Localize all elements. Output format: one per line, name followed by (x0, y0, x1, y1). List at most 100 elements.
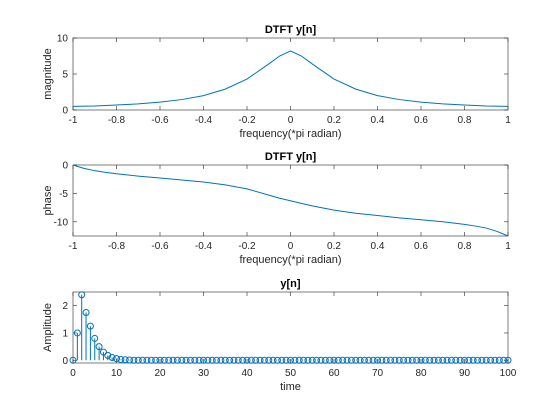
x-tick-label: 1 (505, 241, 511, 252)
x-tick-label: -0.8 (108, 241, 126, 252)
x-tick-label: -1 (69, 241, 78, 252)
x-tick-label: 0.6 (414, 241, 428, 252)
stem-marker (221, 356, 229, 364)
stem-marker (178, 356, 186, 364)
stem-marker (330, 356, 338, 364)
x-tick-label: 0.2 (327, 241, 341, 252)
y-tick-label: 0 (62, 106, 68, 117)
x-tick-label: 0.8 (458, 115, 472, 126)
stem-marker (447, 356, 455, 364)
stem-marker (82, 308, 90, 316)
y-axis-label: Amplitude (42, 303, 54, 352)
x-tick-label: 0.8 (458, 241, 472, 252)
stem-marker (352, 356, 360, 364)
x-tick-label: 50 (285, 368, 297, 379)
stem-marker (99, 348, 107, 356)
stem-marker (126, 356, 134, 364)
stem-marker (491, 356, 499, 364)
y-tick-label: 2 (62, 301, 68, 312)
stem-marker (147, 356, 155, 364)
stem-marker (443, 356, 451, 364)
x-axis-label: time (280, 381, 301, 393)
x-tick-label: 0 (288, 115, 294, 126)
y-tick-label: -5 (59, 189, 68, 200)
x-tick-label: -0.6 (151, 241, 169, 252)
stem-marker (173, 356, 181, 364)
stem-marker (474, 356, 482, 364)
x-tick-label: 80 (415, 368, 427, 379)
stem-marker (504, 356, 512, 364)
series-line (72, 164, 509, 237)
stem-marker (104, 351, 112, 359)
stem-marker (186, 356, 194, 364)
x-tick-label: 30 (198, 368, 210, 379)
stem-marker (278, 356, 286, 364)
stem-marker (78, 291, 86, 299)
stem-marker (204, 356, 212, 364)
series-line (72, 50, 509, 107)
stem-marker (408, 356, 416, 364)
stem-marker (69, 356, 77, 364)
stem-marker (465, 356, 473, 364)
stem-marker (430, 356, 438, 364)
stem-marker (243, 356, 251, 364)
x-axis-label: frequency(*pi radian) (239, 254, 341, 266)
stem-marker (152, 356, 160, 364)
stem-marker (217, 356, 225, 364)
x-tick-label: -0.4 (195, 241, 213, 252)
x-tick-label: 60 (328, 368, 340, 379)
stem-marker (487, 356, 495, 364)
plot-area (72, 37, 509, 111)
stem-marker (282, 356, 290, 364)
stem-marker (134, 356, 142, 364)
stem-marker (121, 356, 129, 364)
x-tick-label: -0.4 (195, 115, 213, 126)
x-tick-label: -0.2 (238, 115, 256, 126)
x-tick-label: 1 (505, 115, 511, 126)
stem-marker (426, 356, 434, 364)
stem-marker (252, 356, 260, 364)
stem-marker (182, 356, 190, 364)
stem-marker (130, 356, 138, 364)
y-axis-label: magnitude (42, 48, 54, 99)
stem-marker (334, 356, 342, 364)
stem-marker (365, 356, 373, 364)
chart-1: -1 -0.8 -0.6 -0.4 -0.2 0 0.2 0.4 0.6 0.8 10510DTFT… (42, 24, 511, 140)
stem-marker (213, 356, 221, 364)
stem-marker (387, 356, 395, 364)
stem-marker (269, 356, 277, 364)
stem-marker (369, 356, 377, 364)
stem-marker (400, 356, 408, 364)
x-tick-label: -0.2 (238, 241, 256, 252)
stem-marker (374, 356, 381, 364)
plot-area (72, 291, 509, 364)
stem-marker (287, 356, 294, 364)
stem-marker (95, 343, 103, 351)
stem-marker (265, 356, 273, 364)
chart-3: 0 10 20 30 40 50 60 70 80 90 100 0 1 2 y[n] time Amplitu… (42, 278, 517, 393)
stem-marker (478, 356, 486, 364)
stem-marker (360, 356, 368, 364)
stem-marker (321, 356, 329, 364)
stem-marker (169, 356, 177, 364)
stem-marker (300, 356, 308, 364)
stem-marker (495, 356, 503, 364)
stem-marker (208, 356, 216, 364)
stem-marker (256, 356, 264, 364)
stem-marker (378, 356, 386, 364)
chart-title: y[n] (280, 278, 301, 290)
stem-marker (304, 356, 312, 364)
x-tick-label: -1 (69, 115, 78, 126)
stem-marker (291, 356, 299, 364)
y-axis-label: phase (42, 186, 54, 216)
stem-marker (260, 356, 268, 364)
stem-marker (239, 356, 247, 364)
y-tick-label: 1 (62, 328, 68, 339)
stem-marker (482, 356, 490, 364)
stem-marker (191, 356, 199, 364)
x-tick-label: 90 (459, 368, 471, 379)
chart-2: -1 -0.8 -0.6 -0.4 -0.2 0 0.2 0.4 0.6 0.8 1 0 -5 -10 DT… (42, 151, 511, 266)
stem-marker (434, 356, 442, 364)
stem-marker (234, 356, 242, 364)
